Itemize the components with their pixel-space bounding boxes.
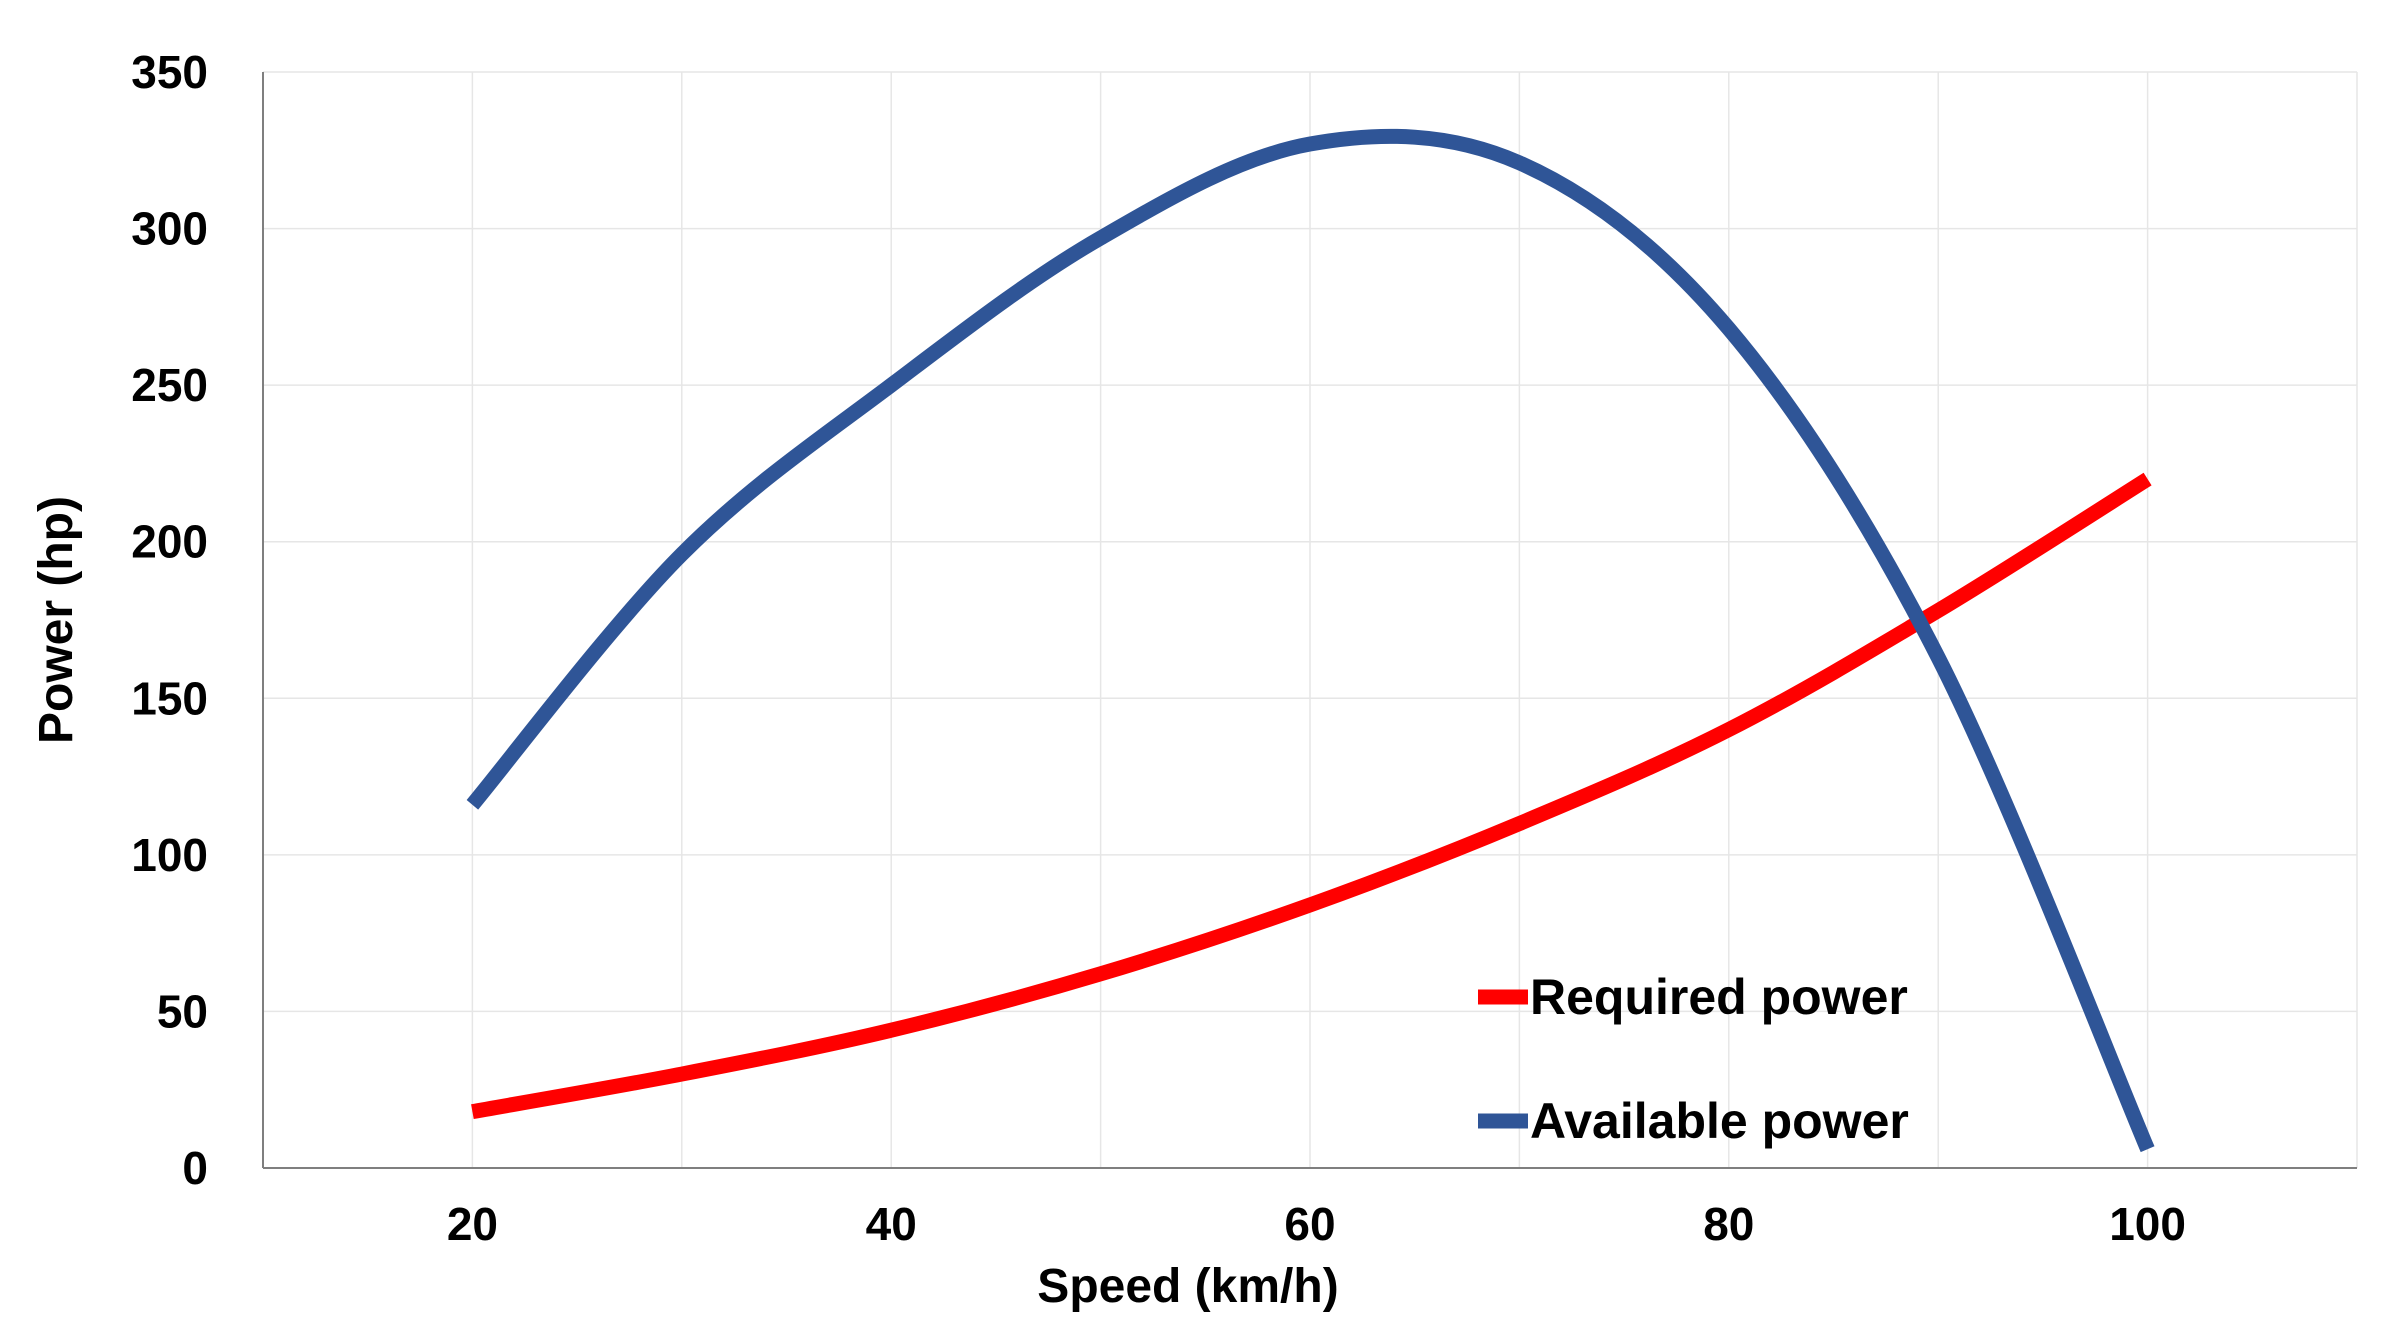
x-tick-label: 80 (1703, 1198, 1754, 1250)
y-tick-label: 0 (182, 1142, 208, 1194)
y-axis-title: Power (hp) (30, 496, 83, 744)
x-axis-title: Speed (km/h) (1037, 1260, 1338, 1313)
x-tick-labels: 20 40 60 80 100 (447, 1198, 2186, 1250)
legend: Required power Available power (1478, 969, 1909, 1149)
gridlines (263, 71, 2358, 1168)
x-tick-label: 60 (1284, 1198, 1335, 1250)
y-tick-label: 250 (131, 359, 208, 411)
series-lines (466, 128, 2155, 1153)
y-tick-label: 200 (131, 516, 208, 568)
legend-label: Available power (1530, 1093, 1909, 1149)
y-tick-label: 100 (131, 829, 208, 881)
series-line-available-power (466, 128, 2155, 1153)
y-tick-label: 300 (131, 203, 208, 255)
x-tick-label: 40 (866, 1198, 917, 1250)
y-tick-label: 350 (131, 46, 208, 98)
y-tick-label: 50 (157, 985, 208, 1037)
y-tick-labels: 0 50 100 150 200 250 300 350 (131, 46, 208, 1194)
x-tick-label: 100 (2109, 1198, 2186, 1250)
axes (262, 72, 2357, 1169)
legend-label: Required power (1530, 969, 1908, 1025)
x-tick-label: 20 (447, 1198, 498, 1250)
y-tick-label: 150 (131, 672, 208, 724)
series-line-required-power (471, 472, 2152, 1120)
